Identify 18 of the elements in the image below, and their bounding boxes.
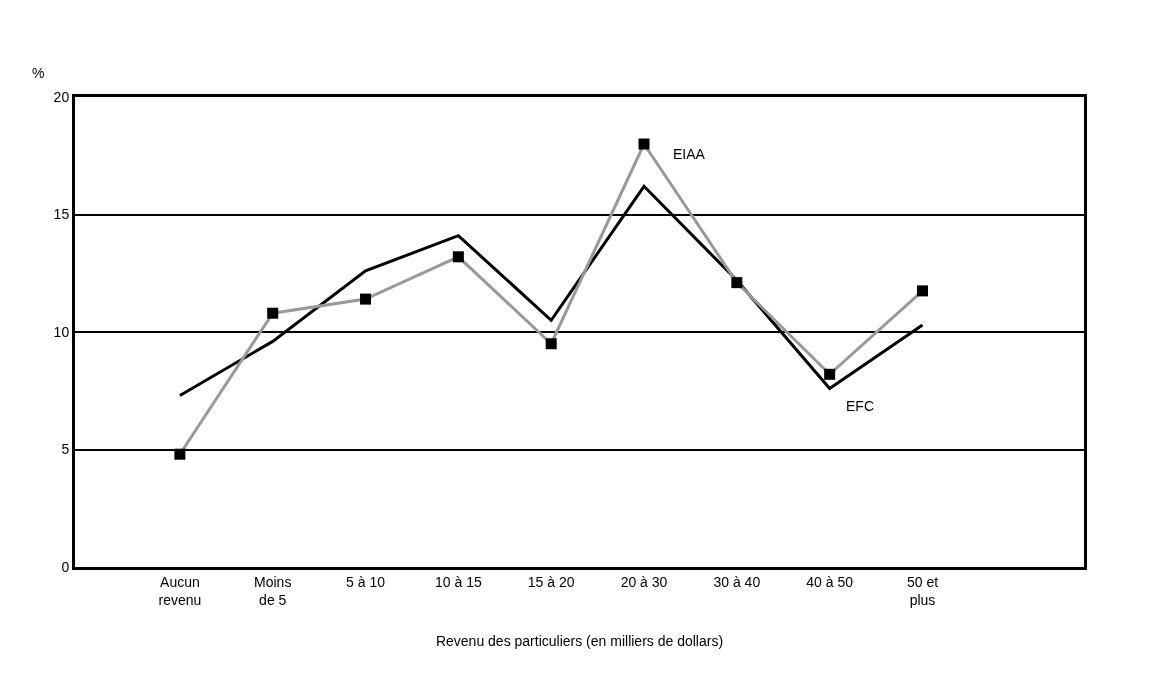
x-tick-label: 30 à 40 [713, 573, 761, 590]
x-tick-label: Aucun revenu [158, 573, 202, 608]
x-tick-label: 50 et plus [906, 573, 939, 608]
y-tick-label: 20 [53, 88, 70, 105]
y-tick-label: 0 [61, 558, 70, 575]
y-tick-label: 15 [53, 206, 70, 223]
y-tick-label: 10 [53, 323, 70, 340]
x-tick-label: 40 à 50 [806, 573, 854, 590]
y-axis-title: % [32, 65, 45, 81]
x-axis-title: Revenu des particuliers (en milliers de dollars) [435, 633, 724, 650]
x-tick-label: 10 à 15 [435, 573, 482, 590]
x-tick-label: 5 à 10 [346, 573, 386, 590]
x-tick-label: 20 à 30 [620, 573, 668, 590]
x-tick-label: Moins de 5 [254, 573, 292, 608]
series-label: EFC [846, 398, 874, 414]
x-tick-label: 15 à 20 [527, 573, 575, 590]
series-label: EIAA [673, 146, 706, 162]
y-tick-label: 5 [61, 441, 70, 458]
